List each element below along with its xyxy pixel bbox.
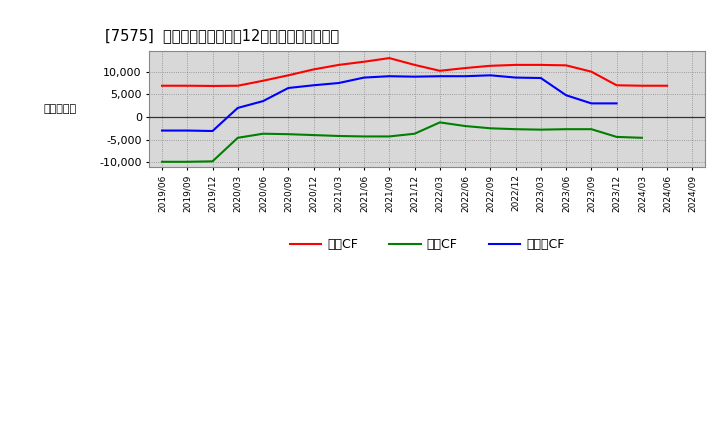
フリーCF	[486, 73, 495, 78]
営業CF	[158, 83, 166, 88]
Line: 投資CF: 投資CF	[162, 122, 642, 162]
投資CF	[410, 131, 419, 136]
投資CF	[587, 127, 595, 132]
営業CF	[562, 63, 570, 68]
フリーCF	[309, 83, 318, 88]
フリーCF	[258, 99, 267, 104]
営業CF	[410, 62, 419, 67]
フリーCF	[385, 73, 394, 79]
投資CF	[233, 135, 242, 140]
フリーCF	[360, 75, 369, 80]
投資CF	[258, 131, 267, 136]
投資CF	[536, 127, 545, 132]
営業CF	[486, 63, 495, 69]
営業CF	[258, 78, 267, 84]
フリーCF	[511, 75, 520, 80]
投資CF	[385, 134, 394, 139]
フリーCF	[158, 128, 166, 133]
営業CF	[511, 62, 520, 67]
Legend: 営業CF, 投資CF, フリーCF: 営業CF, 投資CF, フリーCF	[284, 233, 570, 256]
営業CF	[360, 59, 369, 64]
フリーCF	[183, 128, 192, 133]
営業CF	[183, 83, 192, 88]
投資CF	[335, 133, 343, 139]
Text: [7575]  キャッシュフローの12か月移動合計の推移: [7575] キャッシュフローの12か月移動合計の推移	[105, 28, 339, 43]
フリーCF	[587, 101, 595, 106]
投資CF	[309, 132, 318, 138]
Line: 営業CF: 営業CF	[162, 58, 667, 86]
営業CF	[335, 62, 343, 67]
投資CF	[284, 132, 292, 137]
投資CF	[562, 127, 570, 132]
営業CF	[436, 68, 444, 73]
フリーCF	[536, 75, 545, 81]
投資CF	[612, 134, 621, 139]
投資CF	[208, 159, 217, 164]
投資CF	[511, 127, 520, 132]
営業CF	[461, 66, 469, 71]
営業CF	[385, 55, 394, 61]
投資CF	[360, 134, 369, 139]
営業CF	[536, 62, 545, 67]
投資CF	[436, 120, 444, 125]
営業CF	[309, 67, 318, 72]
フリーCF	[410, 74, 419, 79]
フリーCF	[461, 73, 469, 79]
フリーCF	[436, 73, 444, 79]
営業CF	[663, 83, 672, 88]
フリーCF	[233, 105, 242, 110]
営業CF	[233, 83, 242, 88]
投資CF	[637, 135, 646, 140]
フリーCF	[335, 81, 343, 86]
投資CF	[461, 123, 469, 128]
投資CF	[486, 126, 495, 131]
営業CF	[612, 83, 621, 88]
営業CF	[637, 83, 646, 88]
営業CF	[587, 69, 595, 74]
フリーCF	[208, 128, 217, 134]
Line: フリーCF: フリーCF	[162, 75, 616, 131]
投資CF	[158, 159, 166, 165]
営業CF	[208, 83, 217, 88]
フリーCF	[562, 92, 570, 98]
フリーCF	[612, 101, 621, 106]
営業CF	[284, 73, 292, 78]
投資CF	[183, 159, 192, 165]
Y-axis label: （百万円）: （百万円）	[44, 104, 77, 114]
フリーCF	[284, 85, 292, 91]
